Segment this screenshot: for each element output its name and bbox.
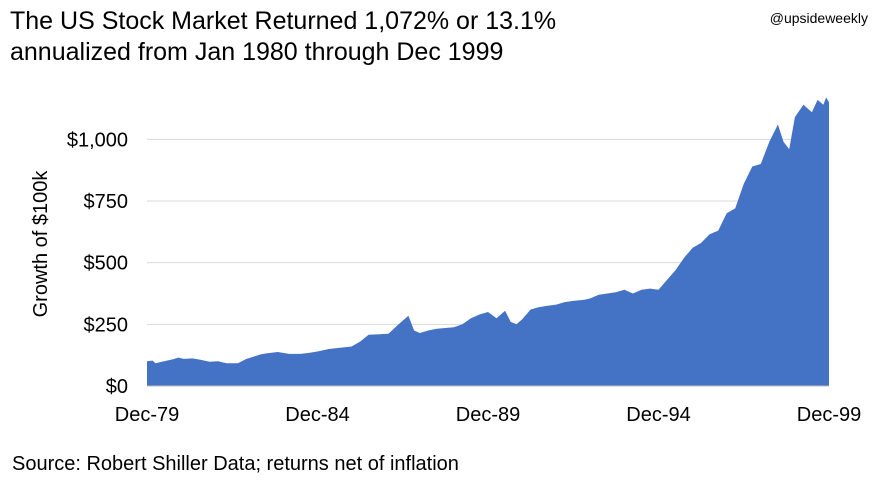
- x-tick-label: Dec-89: [456, 404, 520, 426]
- source-note: Source: Robert Shiller Data; returns net…: [12, 453, 459, 475]
- y-tick-label: $1,000: [67, 129, 128, 151]
- author-handle: @upsideweekly: [769, 10, 868, 26]
- x-tick-label: Dec-79: [115, 404, 179, 426]
- x-tick-label: Dec-99: [797, 404, 861, 426]
- y-tick-label: $0: [106, 376, 128, 398]
- y-tick-label: $750: [84, 191, 129, 213]
- chart-title: The US Stock Market Returned 1,072% or 1…: [10, 7, 557, 66]
- y-tick-label: $250: [84, 314, 129, 336]
- x-tick-label: Dec-94: [626, 404, 690, 426]
- y-tick-label: $500: [84, 253, 129, 275]
- y-axis-label: Growth of $100k: [30, 170, 52, 318]
- x-tick-label: Dec-84: [285, 404, 349, 426]
- series-area: [147, 97, 829, 387]
